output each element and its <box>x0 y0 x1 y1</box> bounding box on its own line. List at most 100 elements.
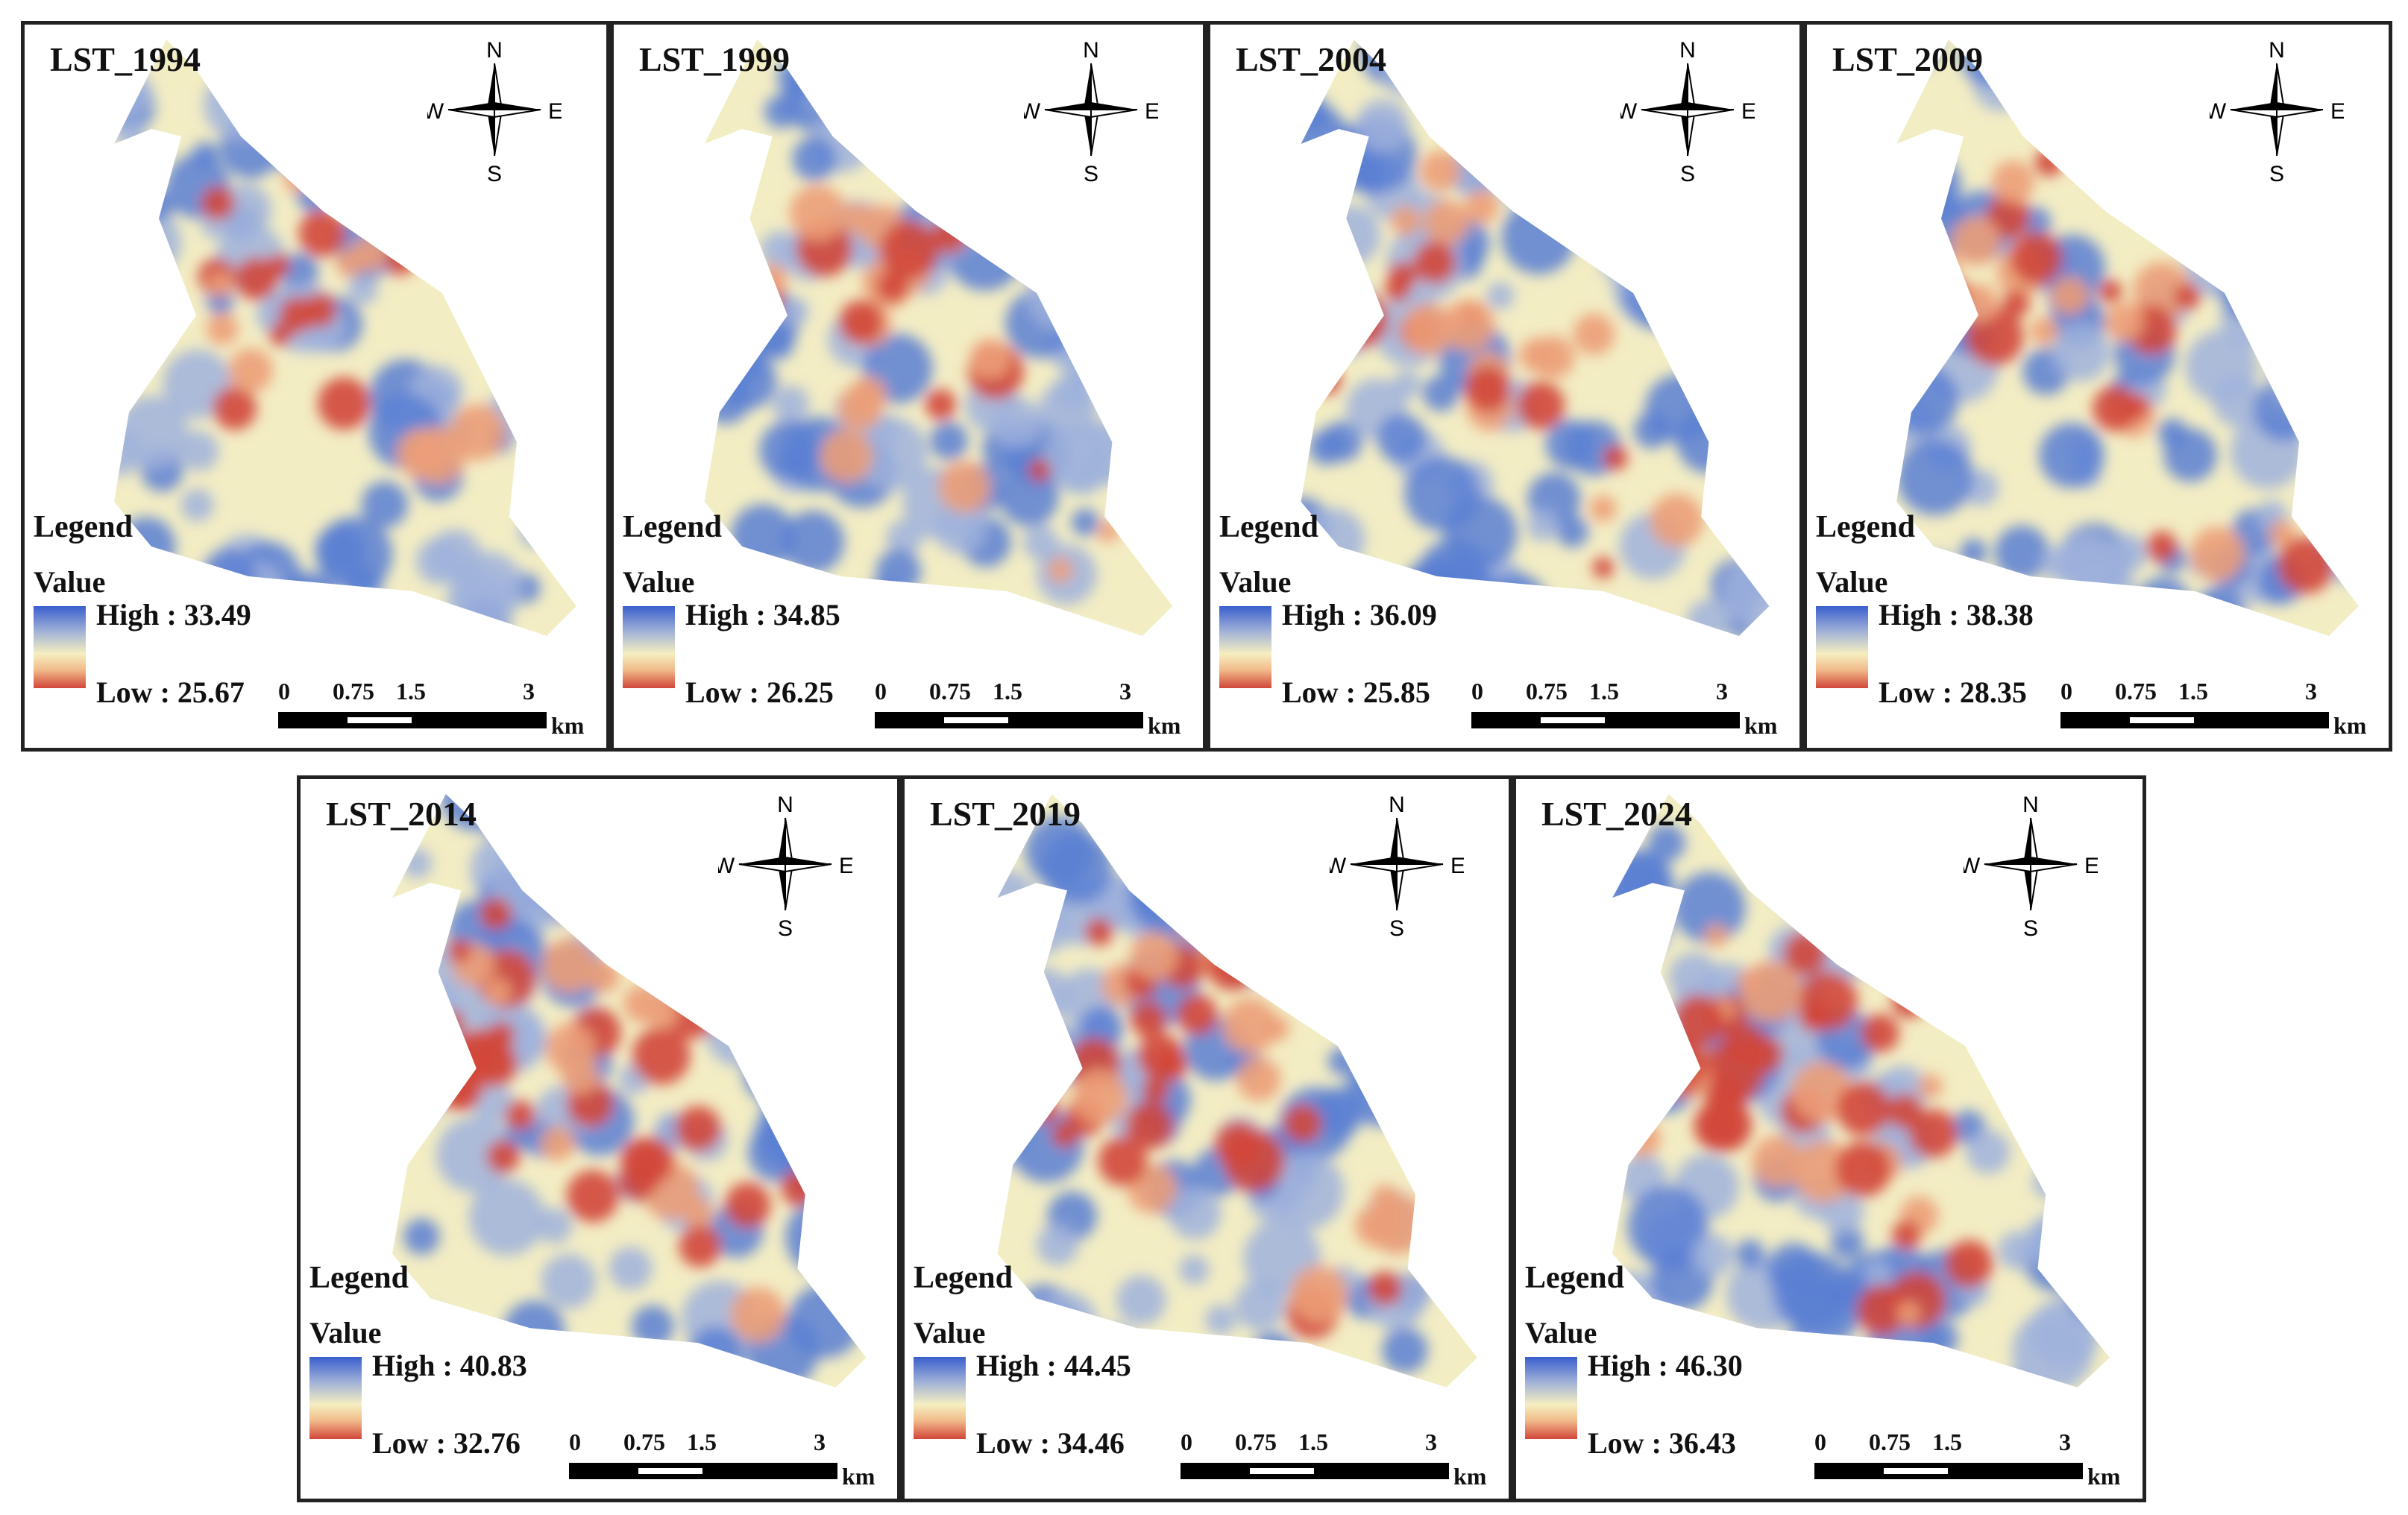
legend-low: Low : 36.43 <box>1588 1426 1736 1460</box>
scale-bar: 0 0.75 1.5 3 km <box>1471 678 1777 739</box>
legend-heading: Legend <box>914 1261 1013 1295</box>
scale-tick: 0 <box>569 1429 581 1455</box>
compass-w-label: W <box>1330 854 1347 878</box>
scale-tick: 3 <box>2059 1429 2071 1455</box>
compass-w-label: W <box>1024 99 1041 124</box>
compass-n-label: N <box>777 793 793 817</box>
legend-heading: Legend <box>1816 510 1916 544</box>
compass-e-label: E <box>1450 854 1464 878</box>
lst-map <box>1612 793 2110 1388</box>
color-ramp <box>1525 1357 1577 1439</box>
scale-bar: 0 0.75 1.5 3 km <box>2060 678 2366 739</box>
scale-tick: 3 <box>523 678 535 705</box>
panel-title: LST_1994 <box>50 40 201 78</box>
scale-bar: 0 0.75 1.5 3 km <box>278 678 584 739</box>
panel-title: LST_2024 <box>1541 795 1692 833</box>
compass-n-label: N <box>2269 38 2285 63</box>
compass-s-label: S <box>2269 162 2284 184</box>
panel-title: LST_2009 <box>1832 40 1983 78</box>
compass-w-label: W <box>1620 99 1638 124</box>
compass-s-label: S <box>487 162 502 184</box>
legend-high: High : 44.45 <box>976 1349 1131 1382</box>
color-ramp <box>34 606 86 688</box>
scale-tick: 1.5 <box>1932 1429 1962 1455</box>
compass-s-label: S <box>2023 916 2038 939</box>
legend-high: High : 33.49 <box>96 598 251 631</box>
scale-tick: 0.75 <box>1526 678 1568 705</box>
scale-tick: 3 <box>814 1429 826 1455</box>
scale-unit: km <box>2333 712 2367 739</box>
legend-value-label: Value <box>1816 565 1888 599</box>
north-arrow-icon: N S W E <box>1620 38 1755 184</box>
legend-low: Low : 32.76 <box>372 1426 521 1460</box>
compass-s-label: S <box>1389 916 1404 939</box>
compass-n-label: N <box>2022 793 2039 817</box>
scale-tick: 0.75 <box>623 1429 665 1455</box>
north-arrow-icon: N S W E <box>427 38 562 184</box>
color-ramp <box>623 606 675 688</box>
compass-n-label: N <box>486 38 503 63</box>
panel-title: LST_2014 <box>326 795 477 833</box>
compass-w-label: W <box>427 99 444 124</box>
compass-n-label: N <box>1389 793 1405 817</box>
legend-heading: Legend <box>1219 510 1319 544</box>
legend-value-label: Value <box>1219 565 1292 599</box>
scale-tick: 0 <box>278 678 290 705</box>
north-arrow-icon: N S W E <box>718 793 852 939</box>
study-area-outline <box>997 793 1478 1388</box>
legend-low: Low : 26.25 <box>685 675 834 709</box>
lst-map <box>114 40 576 636</box>
compass-w-label: W <box>1964 854 1981 878</box>
legend-low: Low : 28.35 <box>1879 675 2027 709</box>
color-ramp <box>1816 606 1868 688</box>
scale-tick: 1.5 <box>1589 678 1619 705</box>
scale-tick: 0.75 <box>929 678 971 705</box>
scale-tick: 0.75 <box>1235 1429 1277 1455</box>
legend-high: High : 34.85 <box>685 598 840 631</box>
scale-bar: 0 0.75 1.5 3 km <box>569 1429 875 1490</box>
scale-unit: km <box>1744 712 1778 739</box>
north-arrow-icon: N S W E <box>2210 38 2344 184</box>
compass-w-label: W <box>718 854 735 878</box>
compass-e-label: E <box>1145 99 1158 124</box>
compass-e-label: E <box>548 99 562 124</box>
scale-tick: 0 <box>875 678 887 705</box>
legend-low: Low : 25.67 <box>96 675 245 709</box>
legend-high: High : 40.83 <box>372 1349 527 1382</box>
scale-tick: 0 <box>1814 1429 1826 1455</box>
legend-heading: Legend <box>309 1261 409 1295</box>
scale-tick: 0.75 <box>333 678 374 705</box>
scale-tick: 1.5 <box>396 678 426 705</box>
compass-e-label: E <box>1741 99 1755 124</box>
north-arrow-icon: N S W E <box>1964 793 2098 939</box>
scale-unit: km <box>1453 1463 1487 1490</box>
compass-e-label: E <box>839 854 852 878</box>
lst-map <box>997 793 1478 1388</box>
compass-e-label: E <box>2084 854 2098 878</box>
lst-map <box>704 40 1173 636</box>
scale-bar: 0 0.75 1.5 3 km <box>875 678 1181 739</box>
legend-high: High : 36.09 <box>1282 598 1437 631</box>
scale-tick: 1.5 <box>1298 1429 1328 1455</box>
compass-n-label: N <box>1083 38 1099 63</box>
scale-tick: 1.5 <box>993 678 1022 705</box>
scale-unit: km <box>2087 1463 2121 1490</box>
scale-tick: 1.5 <box>2178 678 2208 705</box>
legend-value-label: Value <box>34 565 106 599</box>
legend-heading: Legend <box>623 510 723 544</box>
scale-tick: 3 <box>1716 678 1728 705</box>
scale-tick: 0.75 <box>2115 678 2157 705</box>
color-ramp <box>309 1357 362 1439</box>
scale-tick: 3 <box>1425 1429 1437 1455</box>
panel-title: LST_2004 <box>1236 40 1386 78</box>
compass-e-label: E <box>2330 99 2344 124</box>
panel-title: LST_2019 <box>930 795 1081 833</box>
scale-tick: 0 <box>1471 678 1483 705</box>
compass-s-label: S <box>778 916 793 939</box>
scale-tick: 3 <box>1119 678 1131 705</box>
